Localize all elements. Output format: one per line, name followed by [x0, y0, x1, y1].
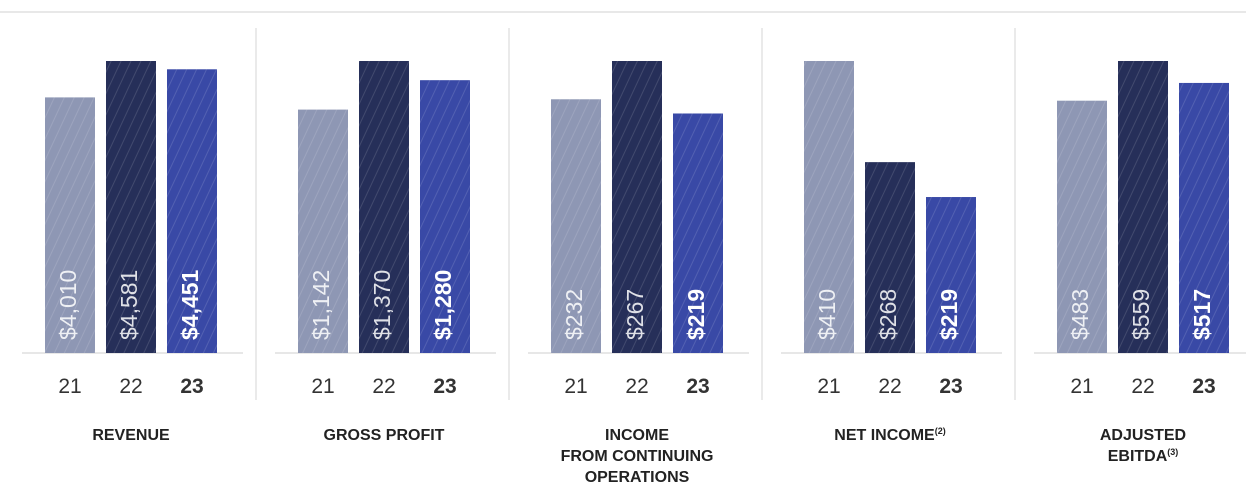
title-line: GROSS PROFIT — [324, 427, 445, 444]
panel: $4,010 21 $4,581 22 $4,451 23 REVENUE — [22, 61, 243, 444]
panel-title: GROSS PROFIT — [324, 427, 445, 444]
bar-hatch — [167, 69, 217, 353]
value-label: $267 — [622, 289, 648, 340]
panel: $483 21 $559 22 $517 23 ADJUSTED EBITDA(3) — [1014, 28, 1246, 465]
value-label: $1,280 — [430, 270, 456, 340]
value-label: $232 — [561, 289, 587, 340]
value-label: $483 — [1067, 289, 1093, 340]
title-line: NET INCOME — [834, 427, 935, 444]
value-label: $4,581 — [116, 270, 142, 340]
footnote-mark: (3) — [1167, 447, 1178, 457]
value-label: $517 — [1189, 289, 1215, 340]
value-label: $410 — [814, 289, 840, 340]
category-label: 23 — [1192, 375, 1215, 398]
bar-hatch — [45, 97, 95, 353]
category-label: 21 — [564, 375, 587, 398]
category-label: 22 — [1131, 375, 1154, 398]
category-label: 23 — [180, 375, 203, 398]
category-label: 21 — [311, 375, 334, 398]
bar-hatch — [1179, 82, 1229, 353]
bar-hatch — [106, 61, 156, 353]
category-label: 21 — [817, 375, 840, 398]
category-label: 21 — [58, 375, 81, 398]
bar-hatch — [1118, 61, 1168, 353]
category-label: 22 — [372, 375, 395, 398]
value-label: $4,010 — [55, 270, 81, 340]
bar-hatch — [551, 99, 601, 353]
bar-hatch — [926, 197, 976, 353]
bar-hatch — [804, 61, 854, 353]
value-label: $1,370 — [369, 270, 395, 340]
title-line: INCOME — [605, 427, 669, 444]
footnote-mark: (2) — [935, 426, 946, 436]
panel-title: NET INCOME(2) — [834, 426, 945, 444]
category-label: 23 — [939, 375, 962, 398]
panel: $1,142 21 $1,370 22 $1,280 23 GROSS PROFIT — [255, 28, 496, 444]
title-line: OPERATIONS — [585, 469, 690, 486]
category-label: 22 — [119, 375, 142, 398]
title-line: FROM CONTINUING — [561, 448, 714, 465]
value-label: $219 — [683, 289, 709, 340]
bar-hatch — [420, 80, 470, 353]
value-label: $559 — [1128, 289, 1154, 340]
value-label: $219 — [936, 289, 962, 340]
panel-title: REVENUE — [92, 427, 170, 444]
value-label: $1,142 — [308, 270, 334, 340]
category-label: 22 — [878, 375, 901, 398]
category-label: 22 — [625, 375, 648, 398]
bar-hatch — [298, 109, 348, 354]
value-label: $268 — [875, 289, 901, 340]
bar-hatch — [865, 162, 915, 353]
title-line: REVENUE — [92, 427, 170, 444]
panel-title: ADJUSTED EBITDA(3) — [1100, 427, 1186, 465]
category-label: 23 — [686, 375, 709, 398]
panel: $232 21 $267 22 $219 23 INCOME FROM CONTINUING O… — [508, 28, 749, 486]
category-label: 21 — [1070, 375, 1093, 398]
value-label: $4,451 — [177, 269, 203, 340]
category-label: 23 — [433, 375, 456, 398]
bar-hatch — [359, 61, 409, 353]
title-line: ADJUSTED — [1100, 427, 1186, 444]
bar-hatch — [1057, 100, 1107, 353]
panel-title: INCOME FROM CONTINUING OPERATIONS — [561, 427, 714, 486]
panel: $410 21 $268 22 $219 23 NET INCOME(2) — [761, 28, 1002, 444]
bar-hatch — [673, 113, 723, 353]
bar-hatch — [612, 61, 662, 353]
title-line: EBITDA — [1108, 448, 1168, 465]
